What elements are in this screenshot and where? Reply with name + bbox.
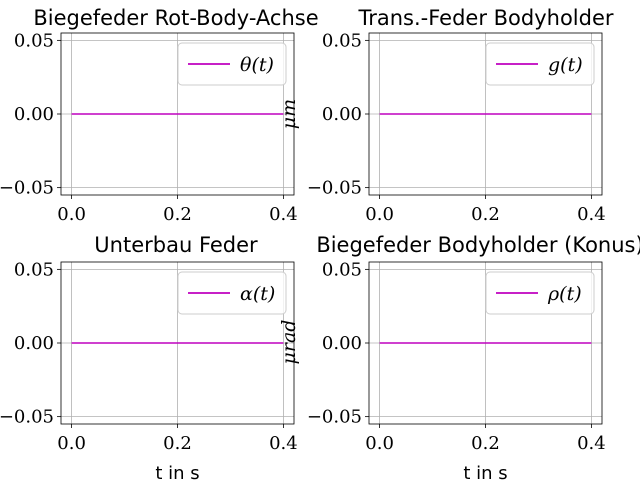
y-tick-label: −0.05 — [0, 407, 54, 428]
x-tick-label: 0.2 — [163, 433, 192, 454]
x-axis-label: t in s — [463, 463, 507, 480]
subplot-title: Unterbau Feder — [94, 233, 258, 257]
y-tick-label: 0.00 — [14, 333, 54, 354]
y-tick-label: 0.00 — [14, 104, 54, 125]
y-tick-label: 0.05 — [14, 259, 54, 280]
x-tick-label: 0.2 — [471, 433, 500, 454]
y-tick-label: 0.05 — [14, 30, 54, 51]
subplot-4: 0.0 0.2 0.4 0.05 0.00 −0.05 Biegefeder Bodyhol… — [278, 233, 640, 480]
x-tick-label: 0.0 — [365, 204, 394, 225]
y-tick-label: 0.05 — [322, 259, 362, 280]
subplot-title: Trans.-Feder Bodyholder — [357, 6, 613, 30]
subplot-2: 0.0 0.2 0.4 0.05 0.00 −0.05 Trans.-Feder Bodyh… — [278, 6, 614, 225]
x-tick-label: 0.4 — [577, 204, 606, 225]
legend-box — [177, 42, 287, 86]
y-tick-label: 0.00 — [322, 333, 362, 354]
x-tick-label: 0.4 — [577, 433, 606, 454]
x-tick-label: 0.0 — [57, 433, 86, 454]
x-tick-label: 0.0 — [365, 433, 394, 454]
legend: θ(t) — [177, 42, 287, 86]
legend: g(t) — [485, 42, 595, 86]
legend-label: θ(t) — [240, 54, 274, 76]
legend-box — [177, 271, 287, 315]
legend: ρ(t) — [485, 271, 595, 315]
subplot-1: 0.0 0.2 0.4 0.05 0.00 −0.05 Biegefeder Rot-Bod… — [0, 6, 319, 225]
x-tick-label: 0.4 — [269, 433, 298, 454]
y-tick-label: −0.05 — [307, 407, 362, 428]
x-tick-label: 0.2 — [471, 204, 500, 225]
x-tick-label: 0.2 — [163, 204, 192, 225]
subplot-3: 0.0 0.2 0.4 0.05 0.00 −0.05 Unterbau Feder t in… — [0, 233, 298, 480]
legend-label: α(t) — [240, 283, 275, 305]
legend-label: g(t) — [548, 54, 583, 76]
legend-box — [485, 271, 595, 315]
y-tick-label: 0.00 — [322, 104, 362, 125]
x-tick-label: 0.0 — [57, 204, 86, 225]
y-axis-label: μm — [278, 99, 300, 129]
legend: α(t) — [177, 271, 287, 315]
y-axis-label: μrad — [278, 320, 300, 365]
legend-label: ρ(t) — [547, 283, 582, 305]
subplot-title: Biegefeder Rot-Body-Achse — [33, 6, 318, 30]
legend-box — [485, 42, 595, 86]
y-tick-label: 0.05 — [322, 30, 362, 51]
subplot-title: Biegefeder Bodyholder (Konus) — [316, 233, 640, 257]
y-tick-label: −0.05 — [307, 178, 362, 199]
x-axis-label: t in s — [155, 463, 199, 480]
x-tick-label: 0.4 — [269, 204, 298, 225]
y-tick-label: −0.05 — [0, 178, 54, 199]
